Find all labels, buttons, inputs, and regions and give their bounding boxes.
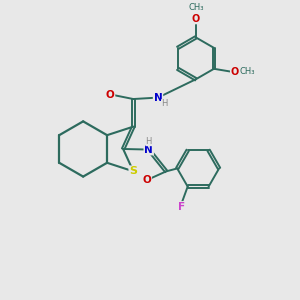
Text: O: O [106, 90, 114, 100]
Text: N: N [154, 93, 162, 103]
Text: F: F [178, 202, 185, 212]
Text: S: S [129, 166, 137, 176]
Text: N: N [144, 145, 153, 154]
Text: H: H [146, 137, 152, 146]
Text: O: O [192, 14, 200, 23]
Text: H: H [161, 100, 168, 109]
Text: O: O [142, 175, 151, 184]
Text: O: O [231, 67, 239, 77]
Text: CH₃: CH₃ [240, 67, 255, 76]
Text: CH₃: CH₃ [188, 3, 204, 12]
